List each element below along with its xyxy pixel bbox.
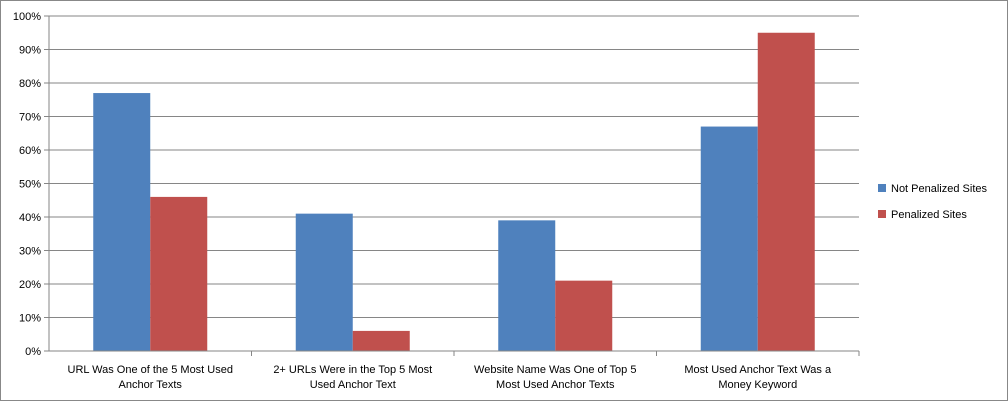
x-tick-label-line: Website Name Was One of Top 5	[474, 364, 636, 376]
y-tick-label: 90%	[19, 45, 41, 57]
x-tick-label: 2+ URLs Were in the Top 5 Most Used Ancho…	[273, 364, 432, 391]
y-tick-label: 40%	[19, 212, 41, 224]
legend-swatch	[878, 210, 886, 218]
y-tick-label: 20%	[19, 279, 41, 291]
y-tick-label: 30%	[19, 246, 41, 258]
x-tick-label-line: 2+ URLs Were in the Top 5 Most	[273, 364, 432, 376]
x-tick-label-line: URL Was One of the 5 Most Used	[68, 364, 233, 376]
y-tick-label: 10%	[19, 313, 41, 325]
x-axis-labels: URL Was One of the 5 Most Used Anchor Tex…	[68, 364, 832, 391]
bar-not-penalized	[295, 213, 353, 351]
x-tick-label-line: Anchor Texts	[119, 379, 183, 391]
x-tick-label-line: Most Used Anchor Text Was a	[684, 364, 832, 376]
bar-not-penalized	[700, 126, 758, 351]
x-tick-label-line: Most Used Anchor Texts	[496, 379, 615, 391]
bar-penalized	[352, 330, 410, 351]
x-tick-label: Most Used Anchor Text Was a Money Keyword	[684, 364, 832, 391]
legend-swatch	[878, 184, 886, 192]
x-tick-label: Website Name Was One of Top 5 Most Used A…	[474, 364, 636, 391]
y-tick-label: 60%	[19, 145, 41, 157]
axes	[48, 16, 860, 356]
y-tick-label: 80%	[19, 78, 41, 90]
x-tick-label: URL Was One of the 5 Most Used Anchor Tex…	[68, 364, 233, 391]
legend: Not Penalized Sites Penalized Sites	[878, 183, 987, 221]
bar-not-penalized	[93, 93, 151, 352]
bar-not-penalized	[498, 220, 556, 351]
x-tick-label-line: Used Anchor Text	[310, 379, 396, 391]
y-axis-ticks: 0% 10% 20% 30% 40% 50% 60% 70% 80% 90% 100%	[13, 11, 49, 358]
legend-label: Not Penalized Sites	[891, 183, 987, 195]
y-tick-label: 50%	[19, 179, 41, 191]
y-tick-label: 0%	[25, 346, 41, 358]
bar-penalized	[555, 280, 613, 351]
y-tick-label: 70%	[19, 112, 41, 124]
y-tick-label: 100%	[13, 11, 41, 23]
bars	[93, 32, 815, 352]
bar-penalized	[150, 196, 208, 351]
bar-penalized	[757, 32, 815, 351]
x-tick-label-line: Money Keyword	[718, 379, 797, 391]
legend-label: Penalized Sites	[891, 209, 967, 221]
